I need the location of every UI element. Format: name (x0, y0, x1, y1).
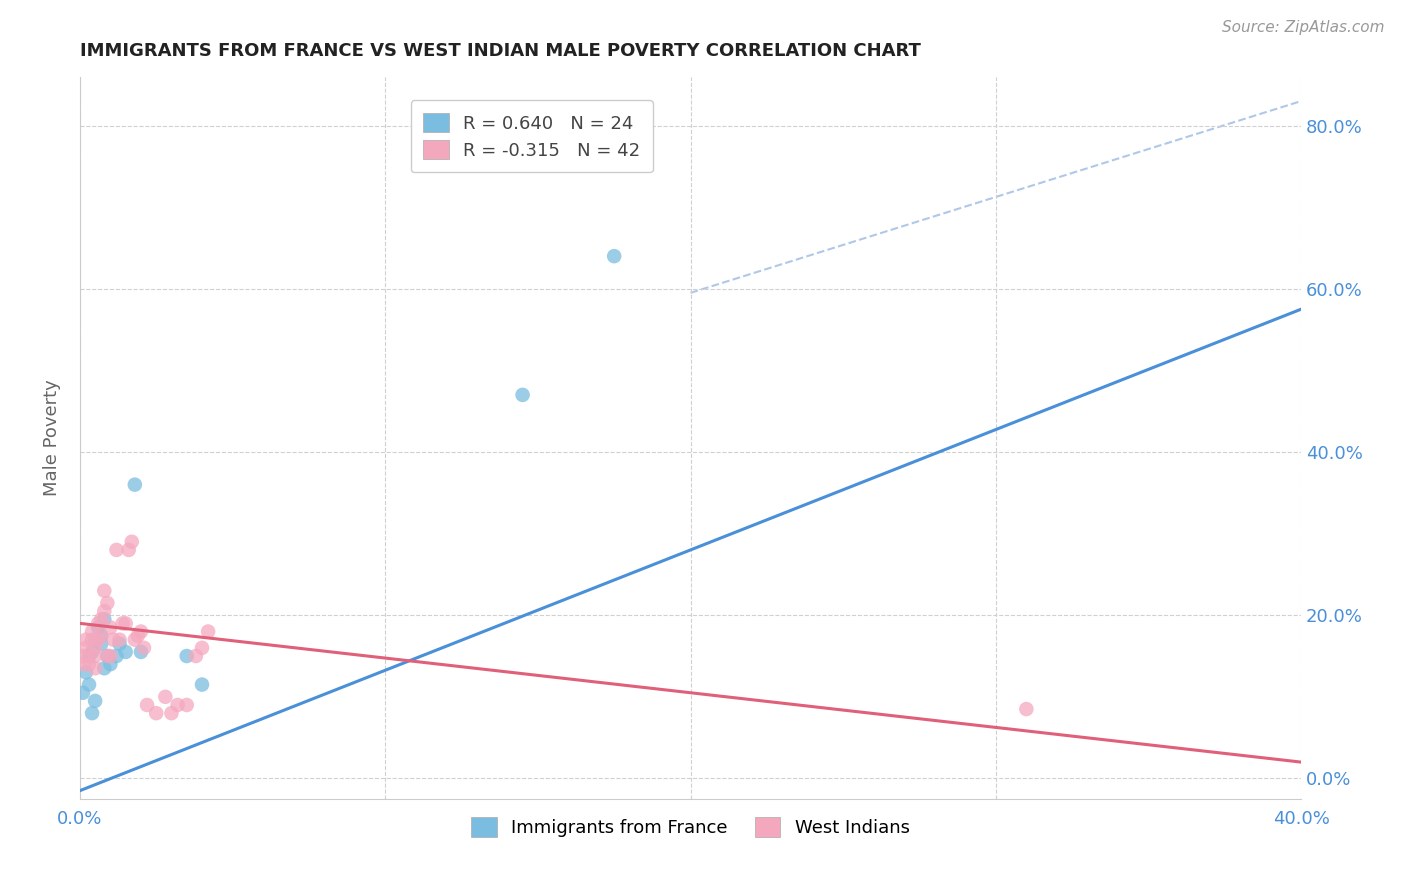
Point (129, 624, 152, 639)
Point (77, 677, 100, 691)
Point (127, 629, 149, 643)
Legend: Immigrants from France, West Indians: Immigrants from France, West Indians (464, 810, 917, 844)
Point (72, 686, 94, 700)
Point (132, 640, 155, 655)
Point (75, 640, 97, 655)
Point (84, 632, 107, 647)
Point (90, 612, 112, 626)
Point (93, 661, 115, 675)
Point (111, 616, 134, 631)
Point (114, 645, 136, 659)
Point (84, 694, 107, 708)
Point (84, 648, 107, 663)
Point (84, 661, 107, 675)
Point (124, 632, 146, 647)
Point (77, 648, 100, 663)
Point (87, 616, 110, 631)
Point (105, 648, 128, 663)
Point (96, 648, 118, 663)
Point (72, 648, 94, 663)
Point (93, 583, 115, 598)
Point (100, 648, 122, 663)
Point (75, 665, 97, 680)
Point (145, 706, 167, 720)
Point (80, 645, 103, 659)
Point (90, 629, 112, 643)
Point (108, 632, 131, 647)
Text: IMMIGRANTS FROM FRANCE VS WEST INDIAN MALE POVERTY CORRELATION CHART: IMMIGRANTS FROM FRANCE VS WEST INDIAN MA… (80, 42, 921, 60)
Point (136, 698, 159, 712)
Point (114, 616, 136, 631)
Point (191, 677, 214, 691)
Point (72, 657, 94, 672)
Point (176, 648, 198, 663)
Point (75, 632, 97, 647)
Point (80, 632, 103, 647)
Point (80, 624, 103, 639)
Point (166, 698, 188, 712)
Point (87, 620, 110, 634)
Point (155, 690, 177, 704)
Point (118, 543, 141, 558)
Point (96, 648, 118, 663)
Text: Source: ZipAtlas.com: Source: ZipAtlas.com (1222, 20, 1385, 35)
Point (160, 706, 183, 720)
Point (129, 645, 152, 659)
Point (105, 543, 128, 558)
Point (96, 596, 118, 610)
Point (77, 648, 100, 663)
Point (191, 640, 214, 655)
Y-axis label: Male Poverty: Male Poverty (44, 379, 60, 496)
Point (100, 657, 122, 672)
Point (184, 648, 207, 663)
Point (124, 477, 146, 491)
Point (77, 657, 100, 672)
Point (103, 632, 125, 647)
Point (1015, 702, 1038, 716)
Point (93, 612, 115, 626)
Point (80, 706, 103, 720)
Point (90, 629, 112, 643)
Point (197, 624, 219, 639)
Point (603, 249, 626, 263)
Point (87, 632, 110, 647)
Point (84, 640, 107, 655)
Point (512, 388, 534, 402)
Point (100, 620, 122, 634)
Point (121, 534, 143, 549)
Point (108, 637, 131, 651)
Point (93, 604, 115, 618)
Point (176, 698, 198, 712)
Point (90, 637, 112, 651)
